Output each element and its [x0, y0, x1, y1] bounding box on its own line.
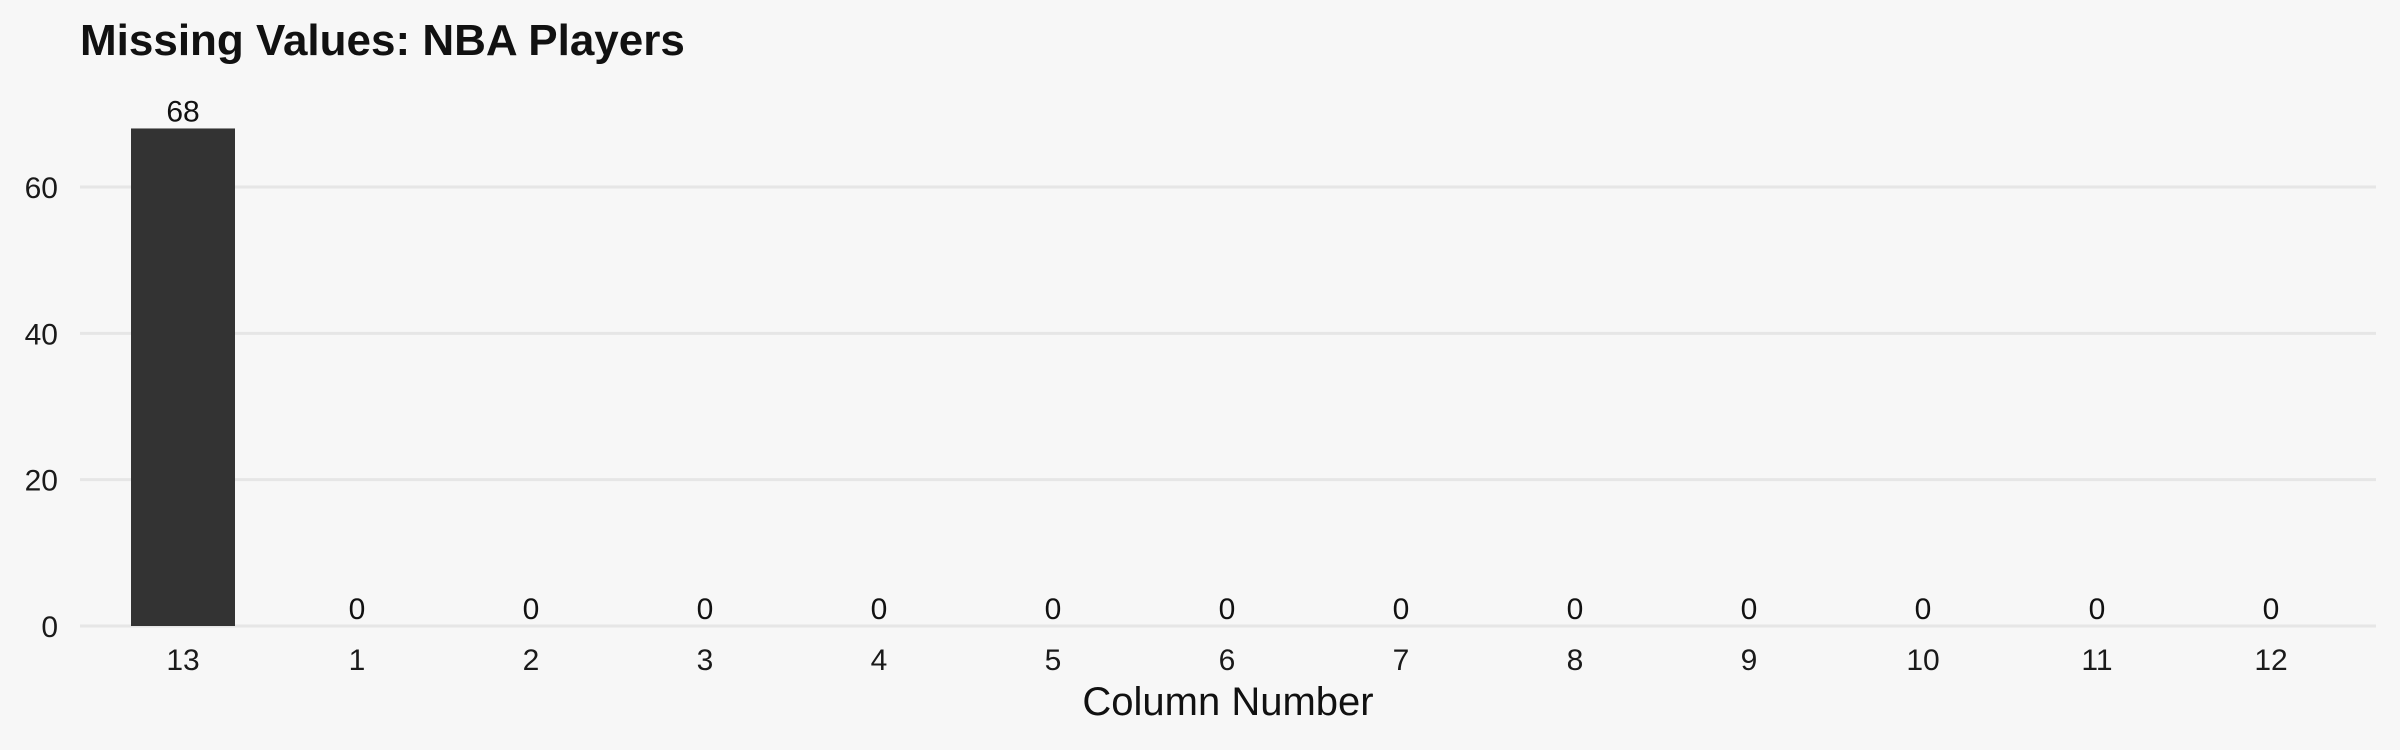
x-axis-title: Column Number — [1082, 680, 1373, 724]
data-label-10: 0 — [1915, 593, 1932, 626]
x-tick-label-6: 6 — [1219, 644, 1236, 677]
data-labels: 68 0 0 0 0 0 0 0 0 0 0 0 0 — [166, 95, 2279, 626]
data-label-1: 0 — [349, 593, 366, 626]
x-tick-label-2: 2 — [523, 644, 540, 677]
data-label-4: 0 — [871, 593, 888, 626]
x-tick-label-13: 13 — [166, 644, 199, 677]
bars — [131, 128, 235, 626]
x-tick-label-7: 7 — [1393, 644, 1410, 677]
data-label-13: 68 — [166, 95, 199, 128]
chart-title: Missing Values: NBA Players — [80, 16, 685, 65]
x-tick-label-3: 3 — [697, 644, 714, 677]
x-tick-label-10: 10 — [1906, 644, 1939, 677]
data-label-11: 0 — [2089, 593, 2106, 626]
bar-13 — [131, 128, 235, 626]
x-tick-label-5: 5 — [1045, 644, 1062, 677]
x-axis-ticks: 13 1 2 3 4 5 6 7 8 9 10 11 12 — [166, 644, 2287, 677]
y-tick-label-20: 20 — [25, 465, 58, 498]
data-label-2: 0 — [523, 593, 540, 626]
data-label-5: 0 — [1045, 593, 1062, 626]
data-label-6: 0 — [1219, 593, 1236, 626]
y-tick-label-40: 40 — [25, 318, 58, 351]
data-label-9: 0 — [1741, 593, 1758, 626]
x-tick-label-12: 12 — [2254, 644, 2287, 677]
x-tick-label-9: 9 — [1741, 644, 1758, 677]
data-label-12: 0 — [2263, 593, 2280, 626]
x-tick-label-8: 8 — [1567, 644, 1584, 677]
data-label-7: 0 — [1393, 593, 1410, 626]
x-tick-label-11: 11 — [2081, 644, 2112, 677]
y-axis-ticks: 0 20 40 60 — [25, 172, 58, 644]
x-tick-label-4: 4 — [871, 644, 888, 677]
y-tick-label-60: 60 — [25, 172, 58, 205]
x-tick-label-1: 1 — [349, 644, 366, 677]
data-label-3: 0 — [697, 593, 714, 626]
gridlines — [80, 185, 2376, 628]
y-tick-label-0: 0 — [41, 611, 58, 644]
data-label-8: 0 — [1567, 593, 1584, 626]
